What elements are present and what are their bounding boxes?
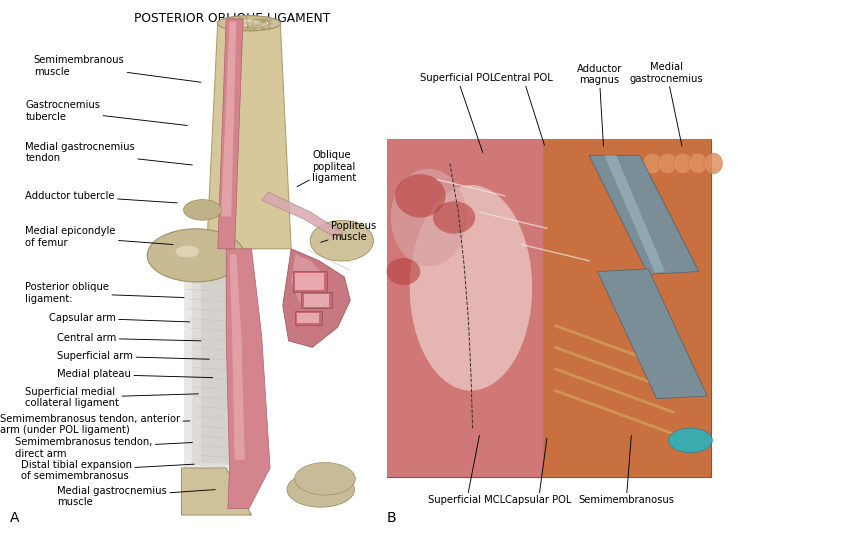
Text: Oblique
popliteal
ligament: Oblique popliteal ligament xyxy=(297,150,356,187)
Text: Superficial arm: Superficial arm xyxy=(57,351,209,361)
Ellipse shape xyxy=(229,19,269,28)
Polygon shape xyxy=(207,22,291,249)
Ellipse shape xyxy=(311,220,374,261)
Text: Central arm: Central arm xyxy=(57,333,201,343)
Text: Capsular POL: Capsular POL xyxy=(506,438,571,505)
Text: Distal tibial expansion
of semimembranosus: Distal tibial expansion of semimembranos… xyxy=(21,460,194,481)
Bar xyxy=(304,294,329,307)
Polygon shape xyxy=(283,249,350,347)
Polygon shape xyxy=(184,254,245,468)
Text: B: B xyxy=(387,511,396,525)
Text: Superficial POL: Superficial POL xyxy=(419,74,495,153)
Text: Semimembranosus tendon, anterior
arm (under POL ligament): Semimembranosus tendon, anterior arm (un… xyxy=(0,414,190,436)
Polygon shape xyxy=(604,155,665,273)
Ellipse shape xyxy=(391,169,467,266)
Polygon shape xyxy=(221,22,236,216)
Ellipse shape xyxy=(433,201,475,234)
Bar xyxy=(387,139,711,477)
Bar xyxy=(387,139,543,477)
Text: Medial gastrocnemius
muscle: Medial gastrocnemius muscle xyxy=(57,486,215,507)
Ellipse shape xyxy=(410,185,533,391)
Ellipse shape xyxy=(387,258,420,285)
Text: Superficial medial
collateral ligament: Superficial medial collateral ligament xyxy=(25,387,198,408)
Text: Posterior oblique
ligament:: Posterior oblique ligament: xyxy=(25,282,184,304)
Text: POSTERIOR OBLIQUE LIGAMENT: POSTERIOR OBLIQUE LIGAMENT xyxy=(134,12,330,25)
Polygon shape xyxy=(218,19,243,249)
Text: Popliteus
muscle: Popliteus muscle xyxy=(321,221,376,242)
Text: Medial
gastrocnemius: Medial gastrocnemius xyxy=(630,62,704,146)
Ellipse shape xyxy=(176,246,199,258)
Polygon shape xyxy=(192,257,249,465)
Ellipse shape xyxy=(674,153,692,174)
Text: Adductor
magnus: Adductor magnus xyxy=(576,64,622,146)
Bar xyxy=(297,313,319,324)
Ellipse shape xyxy=(183,200,221,220)
Ellipse shape xyxy=(295,463,355,495)
Ellipse shape xyxy=(658,153,677,174)
Ellipse shape xyxy=(217,16,280,31)
Text: Gastrocnemius
tubercle: Gastrocnemius tubercle xyxy=(25,100,187,126)
Text: Medial plateau: Medial plateau xyxy=(57,370,213,379)
Text: Semimembranous
muscle: Semimembranous muscle xyxy=(34,55,201,82)
Text: Medial epicondyle
of femur: Medial epicondyle of femur xyxy=(25,226,173,248)
Ellipse shape xyxy=(395,174,446,217)
Polygon shape xyxy=(262,192,343,238)
Bar xyxy=(293,271,327,292)
Text: Semimembranosus: Semimembranosus xyxy=(578,436,674,505)
Ellipse shape xyxy=(287,472,354,507)
Text: Adductor tubercle: Adductor tubercle xyxy=(25,191,177,203)
Polygon shape xyxy=(181,468,252,515)
Polygon shape xyxy=(226,249,270,509)
Text: Superficial MCL: Superficial MCL xyxy=(428,436,506,505)
Bar xyxy=(301,292,332,308)
Polygon shape xyxy=(291,254,327,308)
Polygon shape xyxy=(589,155,699,274)
Bar xyxy=(295,312,322,325)
Ellipse shape xyxy=(148,229,245,282)
Ellipse shape xyxy=(704,153,722,174)
Text: Capsular arm: Capsular arm xyxy=(49,313,190,323)
Ellipse shape xyxy=(668,428,712,452)
Text: A: A xyxy=(10,511,19,525)
Ellipse shape xyxy=(643,153,662,174)
Polygon shape xyxy=(201,260,253,463)
Bar xyxy=(295,273,324,290)
Polygon shape xyxy=(598,269,707,399)
Bar xyxy=(543,139,711,477)
Text: Semimembranosus tendon,
direct arm: Semimembranosus tendon, direct arm xyxy=(15,437,192,459)
Text: Central POL: Central POL xyxy=(494,74,553,145)
Text: Medial gastrocnemius
tendon: Medial gastrocnemius tendon xyxy=(25,142,192,165)
Polygon shape xyxy=(230,254,245,460)
Ellipse shape xyxy=(689,153,707,174)
